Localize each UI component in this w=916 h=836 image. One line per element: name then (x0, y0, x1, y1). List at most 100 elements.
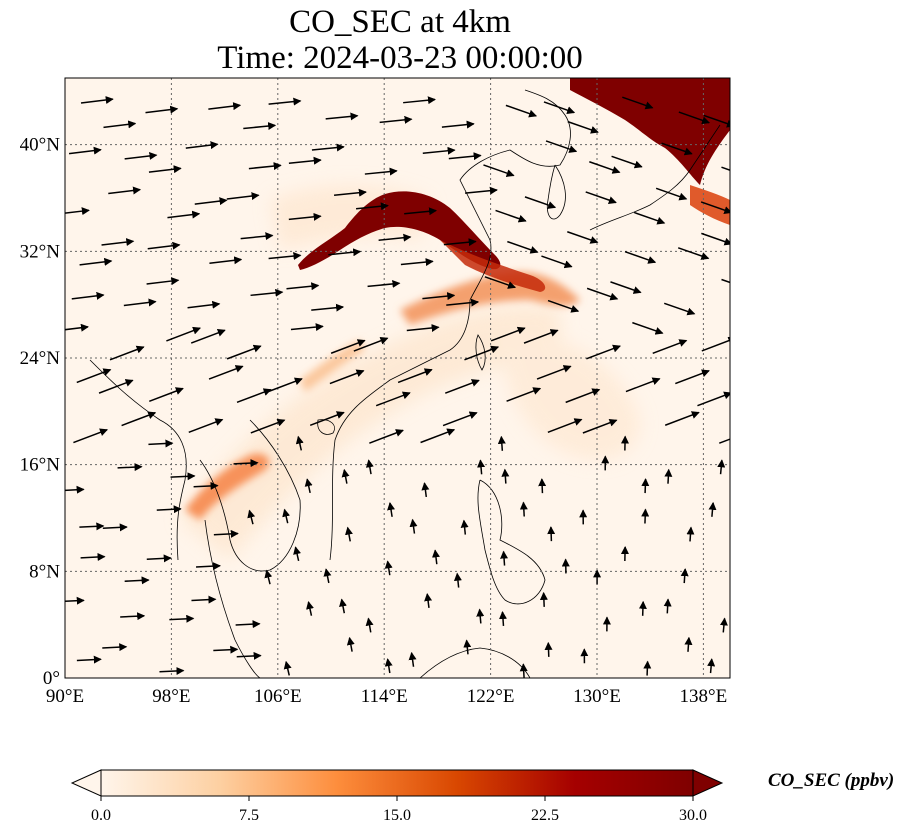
wind-arrow (369, 429, 404, 444)
wind-arrow (387, 501, 395, 517)
plume-northeast-asia (570, 78, 730, 185)
wind-arrow (188, 418, 224, 434)
wind-arrow (523, 329, 559, 344)
wind-arrow (80, 96, 114, 104)
lon-tick-label: 90°E (46, 686, 84, 707)
lon-tick-label: 98°E (152, 686, 190, 707)
wind-arrow (443, 238, 477, 247)
wind-arrow (328, 248, 362, 257)
wind-arrow (123, 298, 157, 307)
wind-arrow (585, 191, 617, 204)
plume-indochina (185, 453, 270, 520)
wind-arrow (295, 435, 304, 451)
colorbar-tick-label: 0.0 (91, 807, 111, 824)
longitude-tick-labels: 90°E 98°E 106°E 114°E 122°E 130°E 138°E (46, 686, 727, 707)
lat-tick-label: 8°N (29, 561, 60, 582)
wind-arrow (65, 596, 85, 605)
lon-tick-label: 106°E (254, 686, 302, 707)
wind-arrow (243, 122, 277, 131)
wind-arrow (498, 611, 507, 627)
wind-arrow (226, 344, 262, 360)
wind-arrow (247, 509, 256, 525)
wind-arrow (311, 303, 345, 312)
coastline-malay (204, 519, 261, 678)
co-plume-layer (180, 78, 730, 560)
wind-arrow (185, 141, 219, 150)
wind-arrow (506, 387, 542, 402)
coastline-korea (546, 164, 566, 220)
wind-arrow (235, 620, 261, 629)
wind-arrow (124, 576, 150, 585)
wind-arrow (267, 377, 303, 393)
wind-arrow (663, 302, 696, 316)
wind-arrow (355, 202, 389, 211)
wind-arrow (536, 365, 572, 380)
wind-arrow (495, 209, 527, 223)
latitude-tick-labels: 0° 8°N 16°N 24°N 32°N 40°N (20, 135, 61, 689)
coastline-hainan (317, 419, 335, 435)
colorbar-ticks: 0.0 7.5 15.0 22.5 30.0 (91, 796, 707, 824)
wind-arrow (341, 468, 350, 484)
wind-arrow (422, 146, 456, 155)
wind-arrow (170, 472, 196, 481)
map-title: CO_SEC at 4km (289, 4, 511, 40)
wind-arrow (250, 288, 284, 297)
plume-south-coast (300, 340, 365, 392)
lat-tick-label: 16°N (20, 455, 61, 476)
wind-arrow (448, 152, 482, 161)
wind-arrow (664, 468, 673, 484)
wind-arrow (124, 151, 158, 160)
wind-arrow (288, 212, 322, 221)
wind-arrow (379, 115, 413, 124)
wind-arrow (213, 529, 239, 538)
colorbar-extend-low (70, 769, 102, 797)
wind-arrow (364, 167, 398, 176)
wind-arrow (633, 211, 666, 225)
wind-arrow (282, 508, 291, 524)
wind-arrow (187, 300, 221, 309)
wind-arrow (684, 636, 693, 652)
wind-arrow (519, 501, 528, 517)
wind-arrow (146, 554, 172, 563)
lat-tick-label: 32°N (20, 241, 61, 262)
wind-arrow (500, 550, 509, 566)
haze-south-china (180, 306, 560, 560)
wind-arrow (718, 438, 730, 444)
wind-arrow (539, 591, 548, 607)
wind-arrow (169, 614, 195, 623)
wind-arrow (209, 256, 243, 265)
wind-arrow (567, 231, 599, 244)
wind-arrow (304, 478, 313, 494)
wind-arrow (477, 459, 486, 475)
wind-arrow (721, 278, 730, 284)
wind-arrow (538, 478, 547, 494)
wind-arrow (697, 391, 730, 407)
wind-arrow (353, 336, 389, 352)
wind-arrow (582, 418, 618, 434)
wind-arrow (404, 207, 438, 216)
wind-arrow (309, 411, 345, 426)
wind-arrow (586, 344, 621, 360)
wind-arrow (159, 666, 185, 675)
wind-arrow (293, 546, 301, 562)
wind-arrow (397, 368, 433, 384)
coastline-borneo (419, 647, 531, 678)
wind-arrow (484, 276, 517, 289)
wind-arrow (68, 146, 102, 155)
wind-arrow (346, 636, 355, 652)
wind-arrow (166, 326, 201, 342)
wind-arrow (464, 345, 500, 361)
wind-arrow (311, 143, 345, 152)
wind-arrow (734, 561, 735, 575)
wind-arrow (102, 523, 128, 532)
wind-arrow (76, 655, 102, 664)
colorbar-tick-label: 15.0 (383, 807, 411, 824)
wind-arrow (420, 428, 456, 444)
wind-arrow (191, 595, 217, 604)
plume-central-china-edge (440, 240, 546, 292)
wind-arrow (290, 323, 324, 332)
wind-arrow (283, 660, 292, 676)
wind-arrow (547, 299, 580, 313)
wind-arrow (460, 519, 469, 535)
